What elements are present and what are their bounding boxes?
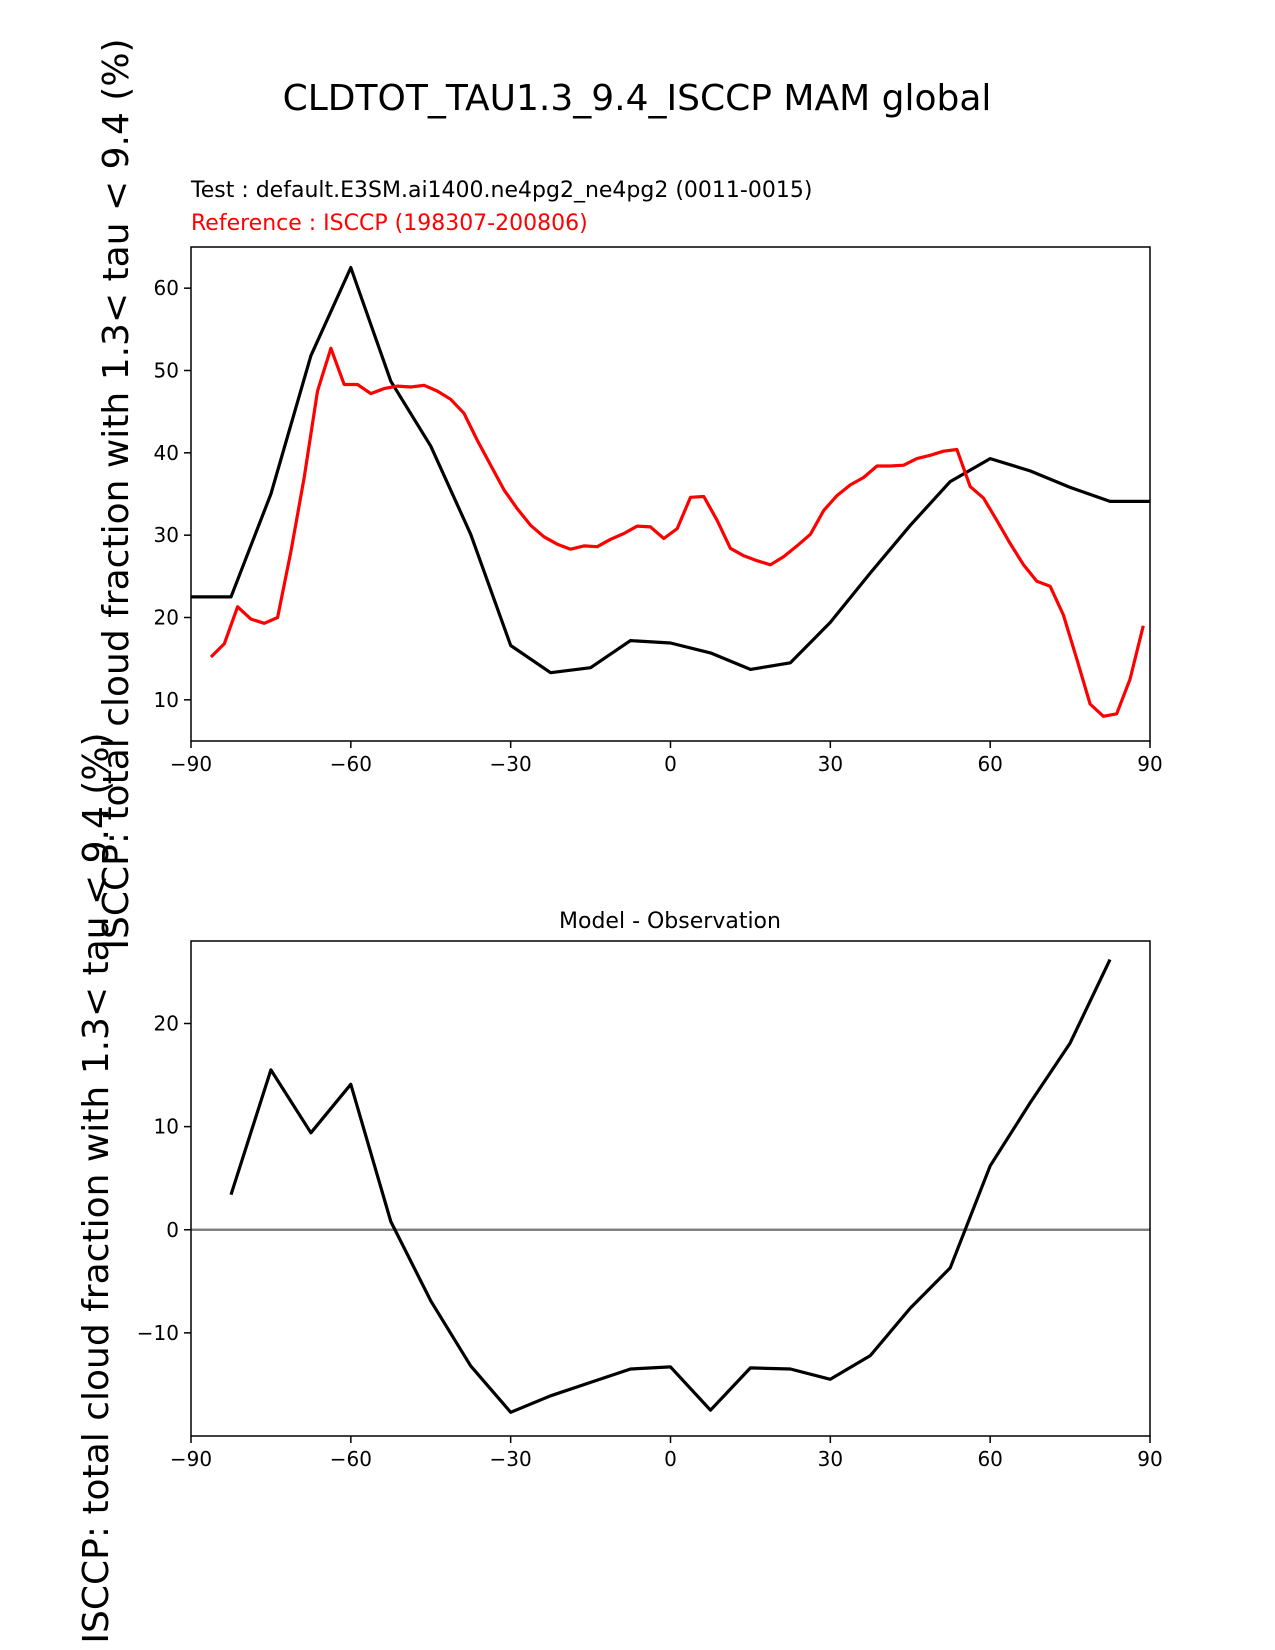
bottom-difference-line	[229, 958, 1112, 1414]
bottom-ylabel: ISCCP: total cloud fraction with 1.3< ta…	[76, 732, 117, 1643]
bottom-xtick-label: 60	[977, 1447, 1002, 1471]
top-xtick-label: −90	[170, 752, 212, 776]
test-label: Test : default.E3SM.ai1400.ne4pg2_ne4pg2…	[190, 178, 812, 203]
top-xtick-label: −30	[490, 752, 532, 776]
top-ytick-label: 40	[154, 441, 179, 465]
top-plot-area	[191, 266, 1150, 718]
bottom-ytick-label: 0	[166, 1218, 179, 1242]
bottom-xtick-label: 90	[1137, 1447, 1162, 1471]
top-ytick-label: 20	[154, 606, 179, 630]
figure-title: CLDTOT_TAU1.3_9.4_ISCCP MAM global	[283, 78, 992, 119]
bottom-panel: Model - Observation −90 −60 −30 0 30 60 90 −10 0…	[76, 732, 1163, 1643]
top-xtick-label: 90	[1137, 752, 1162, 776]
bottom-xtick-label: −60	[330, 1447, 372, 1471]
bottom-axis-ticks: −90 −60 −30 0 30 60 90 −10 0 10 20	[137, 1012, 1163, 1472]
top-xtick-label: 0	[664, 752, 677, 776]
top-ytick-label: 50	[154, 359, 179, 383]
bottom-ytick-label: −10	[137, 1321, 179, 1345]
top-reference-line	[209, 346, 1145, 718]
top-ytick-label: 30	[154, 523, 179, 547]
top-ylabel: ISCCP: total cloud fraction with 1.3< ta…	[96, 38, 137, 949]
bottom-xtick-label: 30	[818, 1447, 843, 1471]
bottom-xtick-label: 0	[664, 1447, 677, 1471]
top-xtick-label: 30	[818, 752, 843, 776]
reference-label: Reference : ISCCP (198307-200806)	[191, 211, 588, 236]
top-axis-ticks: −90 −60 −30 0 30 60 90 10 20 30 40 50 60	[154, 276, 1163, 776]
bottom-ytick-label: 10	[154, 1115, 179, 1139]
top-xtick-label: 60	[977, 752, 1002, 776]
top-test-line	[191, 266, 1150, 675]
bottom-xtick-label: −90	[170, 1447, 212, 1471]
bottom-ytick-label: 20	[154, 1012, 179, 1036]
bottom-xtick-label: −30	[490, 1447, 532, 1471]
bottom-title: Model - Observation	[559, 909, 781, 934]
top-panel: Test : default.E3SM.ai1400.ne4pg2_ne4pg2…	[96, 38, 1163, 949]
top-ytick-label: 60	[154, 276, 179, 300]
bottom-plot-area	[191, 958, 1150, 1414]
top-ytick-label: 10	[154, 688, 179, 712]
top-xtick-label: −60	[330, 752, 372, 776]
